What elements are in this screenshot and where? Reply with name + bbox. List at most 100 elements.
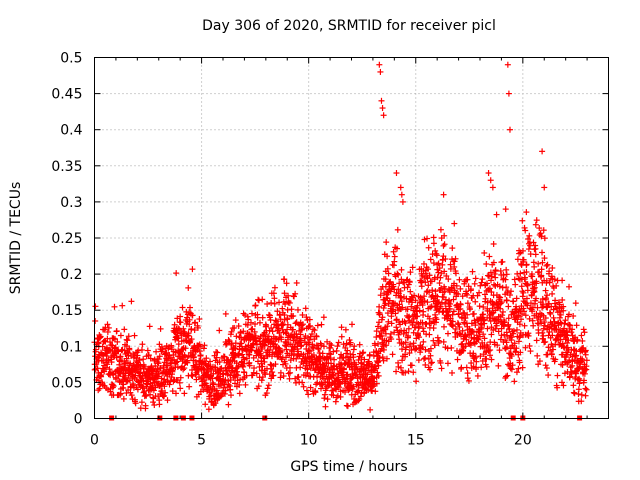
data-point	[106, 346, 113, 353]
data-point	[124, 378, 131, 385]
data-point	[292, 375, 299, 382]
data-point	[264, 300, 271, 307]
data-point	[232, 340, 239, 347]
data-point	[104, 361, 111, 368]
data-point	[172, 390, 179, 397]
data-point	[188, 336, 195, 343]
data-point	[202, 401, 209, 408]
data-point	[289, 326, 296, 333]
data-point	[171, 321, 178, 328]
data-point	[243, 372, 250, 379]
data-point	[274, 308, 281, 315]
data-point	[126, 346, 133, 353]
data-point	[151, 402, 158, 409]
data-point	[186, 316, 193, 323]
data-point	[189, 266, 196, 273]
data-point	[131, 332, 138, 339]
data-point	[128, 298, 135, 305]
data-point	[188, 372, 195, 379]
data-point	[249, 344, 256, 351]
data-point	[252, 302, 259, 309]
data-point	[104, 321, 111, 328]
data-point	[197, 352, 204, 359]
data-point	[258, 377, 265, 384]
data-point	[102, 364, 109, 371]
data-point	[288, 332, 295, 339]
data-point	[257, 333, 264, 340]
data-point	[179, 304, 186, 311]
data-point	[259, 363, 266, 370]
data-point	[255, 297, 262, 304]
data-point	[305, 391, 312, 398]
data-point	[110, 383, 117, 390]
data-point	[140, 356, 147, 363]
data-point	[182, 354, 189, 361]
data-point	[132, 400, 139, 407]
data-point	[245, 316, 252, 323]
data-point	[120, 395, 127, 402]
data-point	[291, 350, 298, 357]
data-point	[110, 335, 117, 342]
data-point	[134, 386, 141, 393]
data-point	[117, 353, 124, 360]
data-point	[318, 321, 325, 328]
data-point	[203, 355, 210, 362]
data-point	[99, 365, 106, 372]
data-point	[271, 300, 278, 307]
data-point	[97, 333, 104, 340]
data-point	[138, 346, 145, 353]
data-point	[104, 328, 111, 335]
data-point	[261, 342, 268, 349]
data-point	[222, 387, 229, 394]
data-point	[252, 332, 259, 339]
data-point	[177, 319, 184, 326]
data-point	[333, 347, 340, 354]
data-point	[201, 342, 208, 349]
data-point	[348, 321, 355, 328]
data-point	[185, 284, 192, 291]
data-point	[177, 374, 184, 381]
data-point	[124, 337, 131, 344]
data-point	[108, 359, 115, 366]
data-point	[251, 328, 258, 335]
data-point	[153, 348, 160, 355]
data-point	[138, 399, 145, 406]
data-point	[233, 333, 240, 340]
data-point	[117, 391, 124, 398]
data-point	[142, 402, 149, 409]
data-point	[232, 317, 239, 324]
data-point	[130, 382, 137, 389]
data-point	[284, 315, 291, 322]
data-point	[227, 376, 234, 383]
data-point	[111, 303, 118, 310]
data-point	[214, 349, 221, 356]
data-point	[270, 290, 277, 297]
data-point	[212, 400, 219, 407]
data-point	[263, 390, 270, 397]
data-point	[232, 380, 239, 387]
data-point	[277, 316, 284, 323]
data-point	[285, 370, 292, 377]
grid-lines	[94, 57, 609, 419]
data-point	[146, 323, 153, 330]
data-point	[94, 374, 101, 381]
data-point	[112, 344, 119, 351]
data-point	[376, 310, 383, 317]
data-point	[367, 406, 374, 413]
data-point	[145, 352, 152, 359]
data-point	[293, 279, 300, 286]
data-point	[194, 324, 201, 331]
data-point	[184, 359, 191, 366]
data-point	[155, 356, 162, 363]
data-point	[345, 360, 352, 367]
data-point	[272, 317, 279, 324]
data-point	[249, 372, 256, 379]
data-point	[162, 389, 169, 396]
data-point	[134, 352, 141, 359]
data-point	[225, 401, 232, 408]
data-point	[282, 360, 289, 367]
data-point	[147, 374, 154, 381]
data-point	[338, 333, 345, 340]
data-point	[282, 301, 289, 308]
data-point	[222, 376, 229, 383]
